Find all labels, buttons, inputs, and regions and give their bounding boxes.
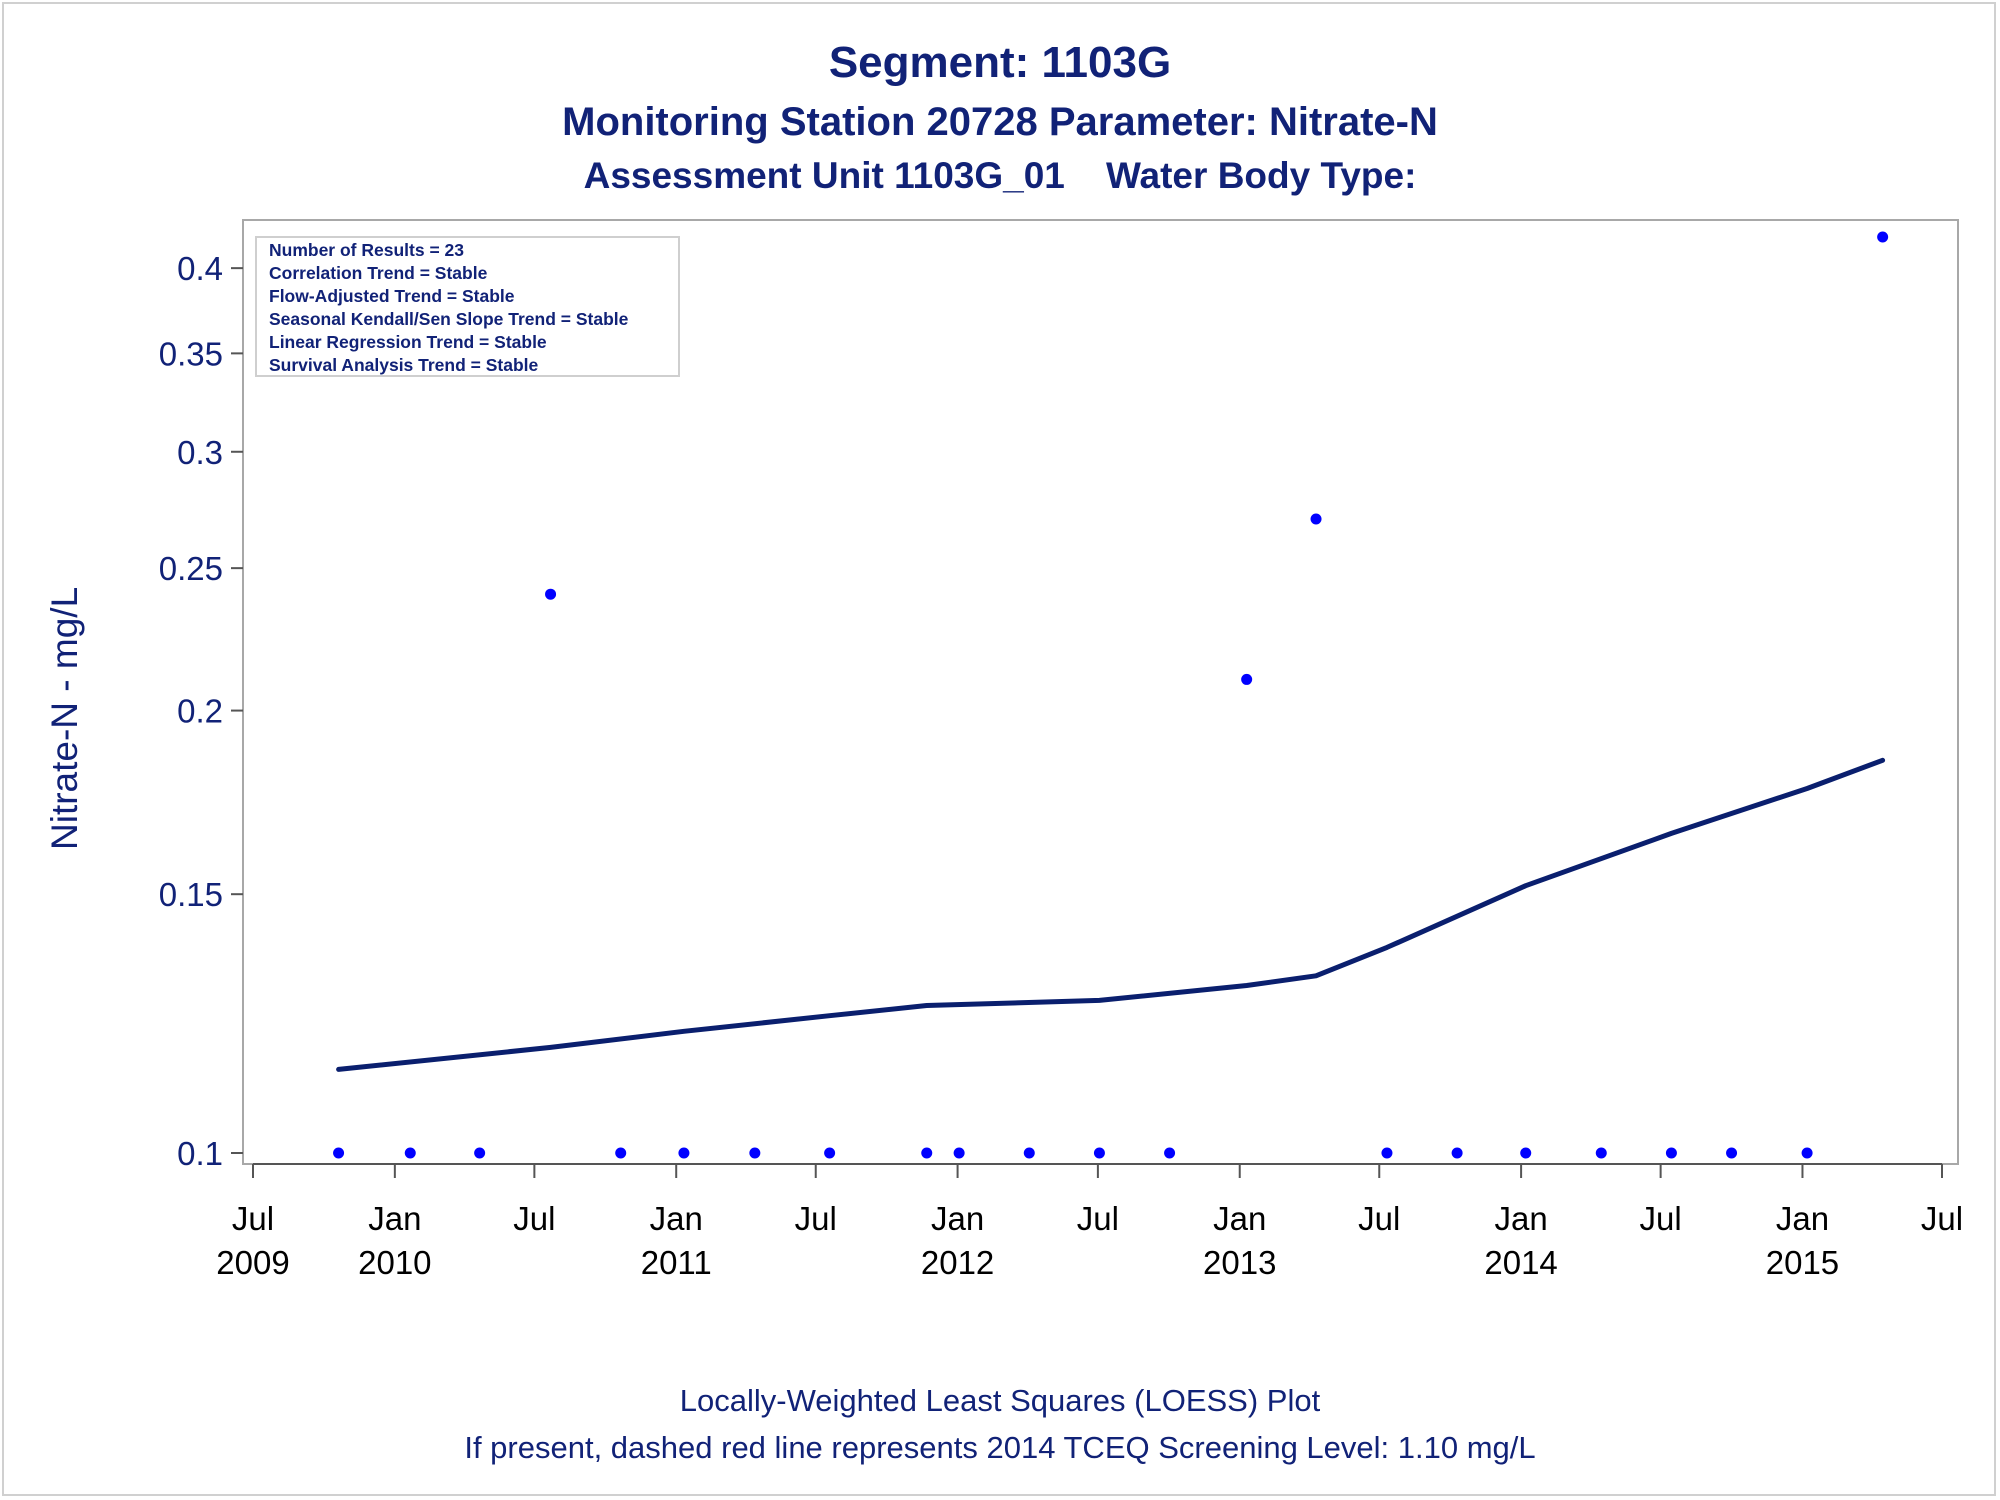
data-point	[1023, 1147, 1035, 1159]
x-tick-label: Jan	[1494, 1200, 1547, 1237]
data-point	[1241, 673, 1253, 685]
y-tick-label: 0.2	[177, 693, 223, 730]
y-tick-label: 0.1	[177, 1135, 223, 1172]
footnote-loess: Locally-Weighted Least Squares (LOESS) P…	[679, 1383, 1321, 1418]
x-tick-label: Jan	[1213, 1200, 1266, 1237]
trend-stats-box: Number of Results = 23 Correlation Trend…	[255, 236, 680, 377]
chart-subtitle-station: Monitoring Station 20728 Parameter: Nitr…	[562, 100, 1438, 144]
y-tick-label: 0.25	[159, 550, 223, 587]
x-tick-label: Jan	[931, 1200, 984, 1237]
data-point	[1726, 1147, 1738, 1159]
y-tick-label: 0.15	[159, 876, 223, 913]
x-tick-year-label: 2013	[1203, 1244, 1276, 1281]
x-tick-label: Jan	[1776, 1200, 1829, 1237]
x-tick-label: Jul	[513, 1200, 555, 1237]
data-point	[1093, 1147, 1105, 1159]
y-tick-label: 0.4	[177, 250, 223, 287]
stat-linear-regression-trend: Linear Regression Trend = Stable	[269, 332, 547, 352]
x-tick-label: Jul	[1077, 1200, 1119, 1237]
data-point	[333, 1147, 345, 1159]
x-tick-year-label: 2015	[1766, 1244, 1839, 1281]
data-point	[921, 1147, 933, 1159]
data-point	[1665, 1147, 1677, 1159]
data-point	[615, 1147, 627, 1159]
data-point	[1801, 1147, 1813, 1159]
data-point	[953, 1147, 965, 1159]
data-points-group	[333, 231, 1889, 1159]
y-axis: 0.1 0.15 0.2 0.25 0.3 0.35 0.4	[159, 250, 243, 1172]
loess-line-group	[336, 757, 1886, 1072]
x-tick-label: Jan	[650, 1200, 703, 1237]
data-point	[404, 1147, 416, 1159]
stat-seasonal-kendall-trend: Seasonal Kendall/Sen Slope Trend = Stabl…	[269, 309, 629, 329]
data-point	[1164, 1147, 1176, 1159]
y-tick-label: 0.3	[177, 434, 223, 471]
stat-number-of-results: Number of Results = 23	[269, 240, 464, 260]
data-point	[678, 1147, 690, 1159]
data-point	[1877, 231, 1889, 243]
x-tick-year-label: 2010	[358, 1244, 431, 1281]
stat-correlation-trend: Correlation Trend = Stable	[269, 263, 488, 283]
x-tick-label: Jul	[232, 1200, 274, 1237]
data-point	[1520, 1147, 1532, 1159]
x-tick-year-label: 2012	[921, 1244, 994, 1281]
loess-line	[336, 757, 1886, 1072]
x-tick-label: Jul	[795, 1200, 837, 1237]
y-tick-label: 0.35	[159, 335, 223, 372]
x-tick-label: Jul	[1358, 1200, 1400, 1237]
stat-survival-analysis-trend: Survival Analysis Trend = Stable	[269, 355, 539, 375]
x-tick-year-label: 2011	[641, 1244, 712, 1281]
data-point	[1381, 1147, 1393, 1159]
x-axis: Jul 2009 Jan 2010 Jul Jan 2011 Jul Jan 2012 Jul Jan…	[216, 1163, 1963, 1281]
data-point	[1595, 1147, 1607, 1159]
data-point	[1451, 1147, 1463, 1159]
x-tick-year-label: 2014	[1484, 1244, 1557, 1281]
x-tick-year-label: 2009	[216, 1244, 289, 1281]
x-tick-label: Jul	[1640, 1200, 1682, 1237]
data-point	[545, 588, 557, 600]
chart-subtitle-assessment: Assessment Unit 1103G_01 Water Body Type…	[583, 155, 1417, 196]
stat-flow-adjusted-trend: Flow-Adjusted Trend = Stable	[269, 286, 515, 306]
data-point	[474, 1147, 486, 1159]
x-tick-label: Jan	[368, 1200, 421, 1237]
data-point	[824, 1147, 836, 1159]
footnote-screening-level: If present, dashed red line represents 2…	[464, 1430, 1536, 1465]
data-point	[749, 1147, 761, 1159]
x-tick-label: Jul	[1921, 1200, 1963, 1237]
data-point	[1310, 513, 1322, 525]
chart-title: Segment: 1103G	[828, 38, 1172, 87]
